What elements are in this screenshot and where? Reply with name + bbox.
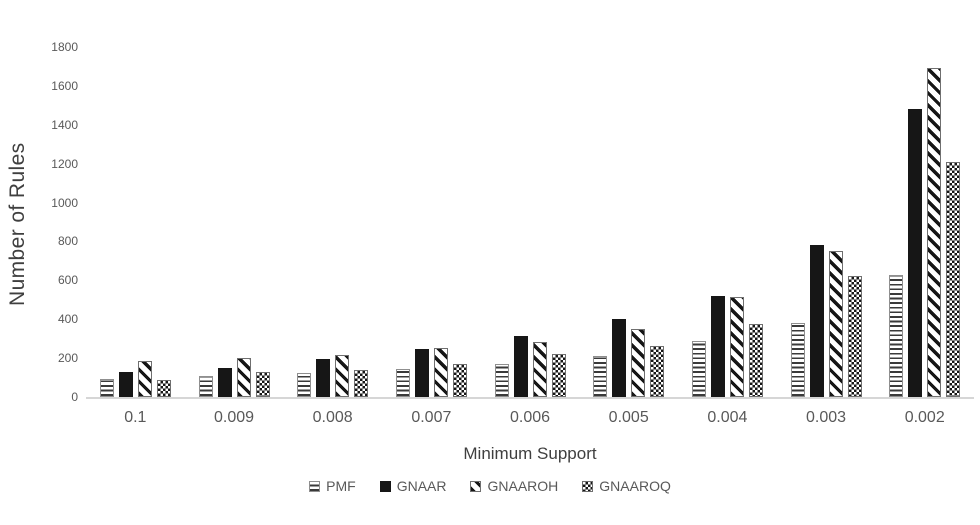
bar-gnaar-0.005 [612, 319, 627, 397]
bar-group-0.006 [494, 47, 566, 397]
bar-gnaaroh-0.003 [828, 251, 843, 397]
bar-gnaaroh-0.005 [631, 328, 646, 397]
y-tick-label-800: 800 [57, 234, 78, 249]
bar-pmf-0.009 [198, 375, 213, 397]
bar-pmf-0.006 [494, 363, 509, 397]
bar-gnaaroh-0.006 [532, 341, 547, 397]
bar-groups [86, 47, 974, 397]
bar-gnaar-0.006 [513, 335, 528, 397]
x-tick-label-0.007: 0.007 [411, 409, 452, 426]
bar-gnaaroq-0.002 [946, 161, 961, 397]
legend-item-gnaaroh: GNAAROH [470, 478, 558, 494]
x-tick-label-0.008: 0.008 [312, 409, 353, 426]
bar-group-cell-0.003 [777, 47, 876, 397]
y-tick-label-1200: 1200 [51, 156, 78, 171]
bar-gnaar-0.007 [414, 349, 429, 397]
y-tick-label-1000: 1000 [51, 195, 78, 210]
bar-group-0.009 [198, 47, 270, 397]
y-tick-label-200: 200 [57, 351, 78, 366]
x-tick-label-0.1: 0.1 [124, 409, 147, 426]
bar-group-cell-0.006 [481, 47, 580, 397]
y-tick-label-0: 0 [71, 390, 78, 404]
y-tick-label-600: 600 [57, 273, 78, 288]
bar-gnaaroq-0.009 [255, 371, 270, 397]
legend-label-gnaaroh: GNAAROH [487, 478, 559, 494]
bar-gnaaroq-0.006 [551, 354, 566, 397]
bar-pmf-0.008 [297, 372, 312, 397]
x-tick-label-0.002: 0.002 [904, 409, 945, 426]
bar-gnaaroh-0.008 [335, 355, 350, 397]
bar-gnaaroq-0.004 [748, 324, 763, 397]
bar-pmf-0.003 [790, 323, 805, 397]
bar-gnaar-0.004 [710, 295, 725, 397]
legend-label-pmf: PMF [326, 478, 356, 494]
bar-pmf-0.004 [691, 340, 706, 397]
x-axis-tick-labels: 0.1 0.009 0.008 0.007 0.006 0.005 0.004 0.003 0.… [86, 409, 974, 427]
x-axis-title: Minimum Support [463, 444, 597, 463]
bar-pmf-0.007 [395, 368, 410, 397]
legend-label-gnaar: GNAAR [396, 478, 447, 494]
bar-group-cell-0.002 [875, 47, 974, 397]
bar-group-cell-0.005 [579, 47, 678, 397]
bar-gnaar-0.009 [217, 367, 232, 397]
bar-gnaaroh-0.004 [729, 296, 744, 397]
plot-area [86, 47, 974, 399]
bar-gnaaroq-0.1 [156, 379, 171, 397]
bar-group-0.007 [395, 47, 467, 397]
bar-group-cell-0.007 [382, 47, 481, 397]
bar-pmf-0.1 [99, 378, 114, 397]
bar-group-cell-0.008 [283, 47, 382, 397]
bar-group-0.1 [99, 47, 171, 397]
x-tick-label-0.004: 0.004 [707, 409, 748, 426]
bar-group-0.008 [297, 47, 369, 397]
bar-gnaaroq-0.007 [452, 363, 467, 397]
bar-gnaaroq-0.005 [650, 346, 665, 397]
bar-pmf-0.005 [593, 356, 608, 397]
legend-swatch-gnaaroh [470, 480, 482, 492]
y-tick-label-400: 400 [57, 312, 78, 327]
legend-swatch-pmf [309, 480, 321, 492]
bar-gnaaroh-0.009 [236, 358, 251, 397]
bar-gnaar-0.003 [809, 245, 824, 397]
bar-group-0.003 [790, 47, 862, 397]
legend-item-pmf: PMF [309, 478, 356, 494]
bar-gnaaroh-0.002 [927, 68, 942, 397]
y-tick-label-1400: 1400 [51, 117, 78, 132]
bar-pmf-0.002 [889, 274, 904, 397]
bar-group-cell-0.1 [86, 47, 185, 397]
bar-group-cell-0.004 [678, 47, 777, 397]
y-tick-label-1600: 1600 [51, 78, 78, 93]
legend: PMF GNAAR GNAAROH GNAAROQ [0, 478, 980, 494]
bar-gnaaroq-0.008 [354, 369, 369, 397]
legend-item-gnaaroq: GNAAROQ [582, 478, 671, 494]
x-tick-label-0.009: 0.009 [213, 409, 255, 426]
bar-gnaar-0.1 [118, 371, 133, 397]
x-tick-label-0.005: 0.005 [608, 409, 649, 426]
bar-gnaar-0.002 [908, 109, 923, 397]
bar-gnaaroh-0.1 [137, 361, 152, 397]
bar-group-cell-0.009 [185, 47, 284, 397]
x-tick-label-0.003: 0.003 [806, 409, 847, 426]
y-axis-tick-labels: 0 200 400 600 800 1000 1200 1400 1600 1800 [0, 0, 78, 525]
legend-swatch-gnaar [379, 480, 391, 492]
bar-group-0.005 [593, 47, 665, 397]
x-tick-label-0.006: 0.006 [510, 409, 551, 426]
bar-gnaar-0.008 [316, 359, 331, 397]
legend-item-gnaar: GNAAR [379, 478, 447, 494]
bar-gnaaroq-0.003 [847, 276, 862, 397]
legend-label-gnaaroq: GNAAROQ [599, 478, 671, 494]
bar-group-0.004 [691, 47, 763, 397]
legend-swatch-gnaaroq [582, 480, 594, 492]
y-tick-label-1800: 1800 [51, 40, 78, 54]
bar-gnaaroh-0.007 [433, 348, 448, 397]
bar-group-0.002 [889, 47, 961, 397]
